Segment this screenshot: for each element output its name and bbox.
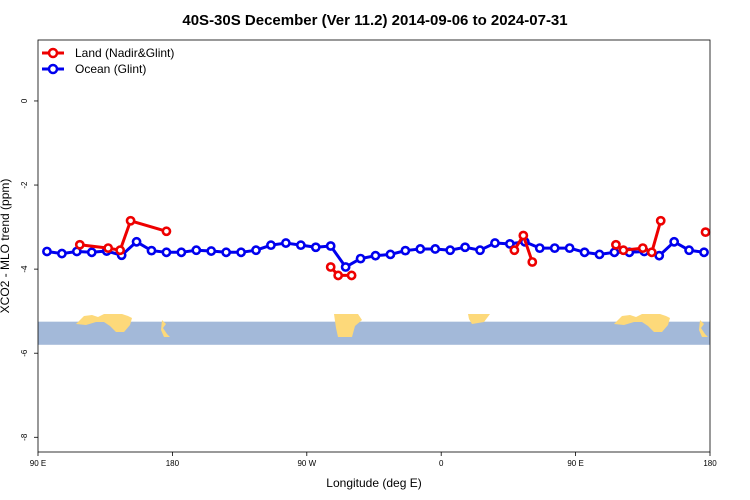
ocean-point-0-44 xyxy=(699,247,709,258)
land-point-0-1 xyxy=(103,243,114,254)
land-point-0-2 xyxy=(115,245,126,256)
new-zealand-landmass xyxy=(161,320,170,337)
y-axis-title: XCO2 - MLO trend (ppm) xyxy=(0,179,12,314)
ocean-point-0-15 xyxy=(266,240,276,251)
ocean-point-0-27 xyxy=(445,245,456,256)
legend-land-label: Land (Nadir&Glint) xyxy=(75,46,174,60)
ocean-point-0-17 xyxy=(295,240,306,251)
land-point-3-2 xyxy=(637,243,648,254)
y-tick-label-1: -2 xyxy=(20,181,29,189)
ocean-point-0-24 xyxy=(400,245,411,256)
chart-title: 40S-30S December (Ver 11.2) 2014-09-06 t… xyxy=(182,12,567,29)
land-point-2-2 xyxy=(527,257,538,267)
ocean-point-0-43 xyxy=(684,245,694,256)
land-line-0 xyxy=(79,219,167,252)
land-point-3-4 xyxy=(655,215,666,226)
map-band xyxy=(38,314,710,345)
ocean-point-0-36 xyxy=(579,247,590,258)
ocean-point-0-33 xyxy=(534,243,545,254)
legend-ocean-label: Ocean (Glint) xyxy=(75,62,146,76)
land-point-3-0 xyxy=(611,239,621,250)
ocean-point-0-14 xyxy=(251,245,261,256)
ocean-point-0-37 xyxy=(594,249,605,260)
y-tick-label-3: -6 xyxy=(20,349,29,357)
x-tick-label-0: 90 E xyxy=(30,459,46,468)
land-point-0-3 xyxy=(125,215,136,226)
ocean-point-0-7 xyxy=(146,245,157,256)
ocean-point-0-30 xyxy=(490,238,500,248)
australia-landmass xyxy=(76,314,132,332)
land-point-1-0 xyxy=(325,262,336,272)
land-point-1-1 xyxy=(333,270,344,281)
australia-landmass-right xyxy=(614,314,670,332)
ocean-point-0-6 xyxy=(131,236,142,247)
land-point-0-0 xyxy=(74,239,85,250)
ocean-point-0-10 xyxy=(191,245,202,256)
ocean-point-0-16 xyxy=(280,238,291,248)
legend: Land (Nadir&Glint) Ocean (Glint) xyxy=(42,46,174,76)
ocean-background xyxy=(38,321,710,345)
legend-land-marker xyxy=(47,47,59,59)
ocean-point-0-20 xyxy=(340,262,351,272)
land-point-3-3 xyxy=(646,247,657,258)
land-point-1-2 xyxy=(346,270,357,281)
south-america-landmass xyxy=(334,314,362,337)
land-point-3-1 xyxy=(618,245,629,256)
ocean-point-0-34 xyxy=(549,243,560,254)
series-land xyxy=(74,215,711,281)
new-zealand-landmass-right xyxy=(699,320,708,337)
plot-frame xyxy=(37,39,711,453)
ocean-point-0-13 xyxy=(236,247,246,258)
x-tick-label-2: 90 W xyxy=(297,459,316,468)
series-ocean xyxy=(42,236,709,272)
x-tick-label-1: 180 xyxy=(166,459,180,468)
ocean-point-0-9 xyxy=(176,247,187,258)
ocean-point-0-41 xyxy=(654,250,665,261)
ocean-point-0-11 xyxy=(206,246,217,256)
ocean-point-0-23 xyxy=(385,249,396,260)
land-point-2-1 xyxy=(518,230,529,241)
africa-landmass xyxy=(468,314,490,324)
ocean-point-0-18 xyxy=(310,242,321,253)
ocean-point-0-1 xyxy=(56,248,67,259)
ocean-point-0-42 xyxy=(669,236,680,247)
ocean-point-0-28 xyxy=(460,242,470,253)
ocean-point-0-19 xyxy=(325,241,336,251)
ocean-point-0-26 xyxy=(430,244,441,254)
x-axis-title: Longitude (deg E) xyxy=(326,476,421,490)
y-tick-label-4: -8 xyxy=(20,433,29,441)
x-tick-label-4: 90 E xyxy=(567,459,583,468)
axes: 90 E 180 90 W 0 90 E 180 0 -2 -4 -6 -8 xyxy=(20,98,717,468)
x-tick-label-3: 0 xyxy=(439,459,444,468)
ocean-point-0-8 xyxy=(161,247,172,258)
land-point-0-4 xyxy=(161,226,172,237)
ocean-point-0-3 xyxy=(86,247,97,258)
ocean-point-0-25 xyxy=(415,244,426,254)
ocean-point-0-21 xyxy=(355,253,366,264)
series-group xyxy=(42,215,711,281)
x-tick-label-5: 180 xyxy=(703,459,717,468)
ocean-point-0-31 xyxy=(504,238,515,249)
legend-ocean-marker xyxy=(47,63,59,75)
y-tick-label-2: -4 xyxy=(20,265,29,273)
land-point-2-0 xyxy=(509,245,520,256)
ocean-point-0-12 xyxy=(221,247,232,258)
land-point-4-0 xyxy=(700,227,711,238)
ocean-point-0-29 xyxy=(475,245,485,256)
ocean-point-0-38 xyxy=(609,247,620,258)
y-tick-label-0: 0 xyxy=(20,98,29,103)
ocean-point-0-0 xyxy=(42,246,52,257)
ocean-point-0-35 xyxy=(564,243,575,254)
ocean-point-0-22 xyxy=(370,250,381,261)
